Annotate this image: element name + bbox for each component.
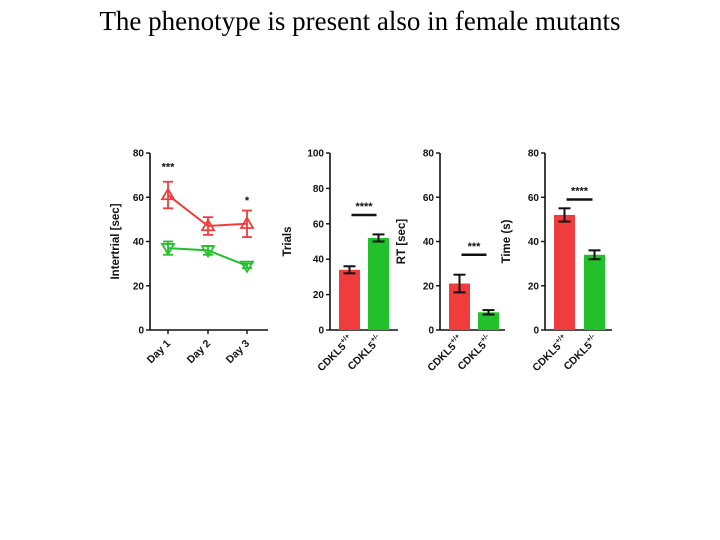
y-tick-label: 40 — [528, 237, 540, 248]
x-tick-superscript: +/+ — [554, 333, 566, 345]
x-tick-label: CDKL5+/- — [455, 332, 495, 372]
x-tick-superscript: +/- — [370, 332, 381, 343]
bar — [478, 312, 499, 330]
bar — [554, 214, 575, 330]
y-tick-label: 100 — [307, 149, 324, 160]
data-point — [160, 243, 176, 256]
y-tick-label: 60 — [423, 193, 435, 204]
data-point — [160, 187, 176, 201]
y-tick-label: 80 — [423, 149, 435, 160]
y-tick-label: 0 — [318, 326, 324, 337]
y-tick-label: 20 — [133, 281, 145, 292]
data-point — [200, 218, 216, 232]
y-tick-label: 40 — [423, 237, 435, 248]
y-tick-label: 60 — [313, 219, 325, 230]
y-tick-label: 0 — [533, 326, 539, 337]
significance-marker: *** — [468, 241, 482, 253]
y-tick-label: 0 — [138, 326, 144, 337]
data-point — [239, 216, 255, 229]
significance-marker: * — [245, 195, 250, 207]
y-tick-label: 80 — [313, 184, 325, 195]
x-tick-superscript: +/+ — [339, 333, 351, 345]
x-tick-superscript: +/- — [480, 332, 491, 343]
bar — [449, 283, 470, 330]
slide-title: The phenotype is present also in female … — [99, 6, 621, 36]
significance-marker: *** — [162, 162, 176, 174]
y-axis-label: Trials — [282, 226, 294, 256]
x-tick-label: Day 3 — [224, 338, 252, 366]
y-tick-label: 60 — [528, 193, 540, 204]
y-tick-label: 20 — [528, 281, 540, 292]
x-tick-label: Day 1 — [145, 338, 173, 366]
y-tick-label: 80 — [133, 149, 145, 160]
x-tick-superscript: +/- — [586, 332, 597, 343]
y-tick-label: 80 — [528, 149, 540, 160]
y-tick-label: 40 — [133, 237, 145, 248]
y-tick-label: 20 — [313, 290, 325, 301]
y-axis-label: Time (s) — [501, 219, 513, 263]
data-point — [200, 245, 216, 259]
y-axis-label: RT [sec] — [396, 219, 408, 265]
x-tick-superscript: +/+ — [449, 333, 461, 345]
chart-panel-1: 0 20 40 60 80 Intertrial [sec] Day 1 Day 2 Day 3… — [110, 149, 268, 366]
x-tick-label: CDKL5+/- — [345, 332, 385, 372]
y-tick-label: 20 — [423, 281, 435, 292]
y-tick-label: 40 — [313, 255, 325, 266]
bar — [368, 237, 389, 330]
series-1 — [160, 180, 255, 238]
x-tick-label: CDKL5+/- — [561, 332, 601, 372]
data-point — [239, 260, 255, 274]
y-axis-label: Intertrial [sec] — [110, 203, 122, 279]
significance-marker: **** — [355, 201, 373, 213]
significance-marker: **** — [571, 185, 589, 197]
y-tick-label: 0 — [428, 326, 434, 337]
bar — [339, 269, 360, 330]
x-tick-label: Day 2 — [185, 338, 213, 366]
y-tick-label: 60 — [133, 193, 145, 204]
series-2 — [160, 240, 255, 274]
bar — [584, 254, 605, 330]
